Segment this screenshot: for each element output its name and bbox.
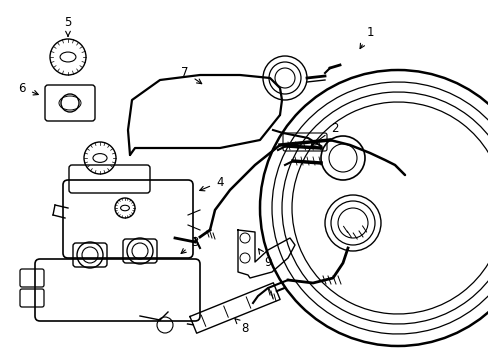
Text: 4: 4 xyxy=(199,175,224,191)
Text: 5: 5 xyxy=(64,15,72,36)
Text: 1: 1 xyxy=(359,26,373,49)
Text: 7: 7 xyxy=(181,66,201,84)
Text: 9: 9 xyxy=(258,249,271,269)
Text: 6: 6 xyxy=(18,81,38,95)
Text: 2: 2 xyxy=(310,122,338,145)
Text: 8: 8 xyxy=(234,319,248,334)
Text: 3: 3 xyxy=(181,235,198,253)
